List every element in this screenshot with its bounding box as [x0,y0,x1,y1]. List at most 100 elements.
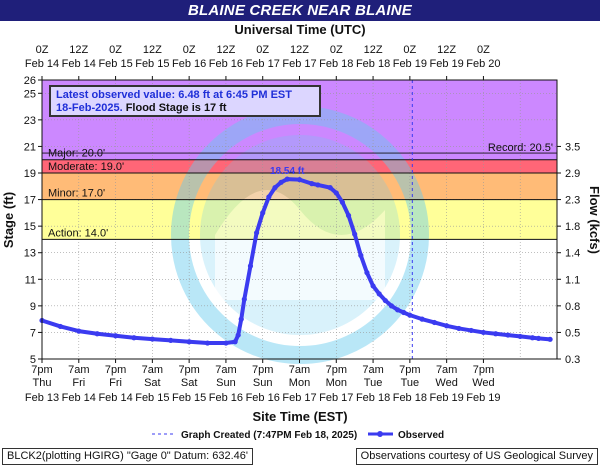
x-tick-time: 7pm [252,364,273,376]
observed-point [296,177,303,183]
top-tick-date: Feb 17 [246,58,280,70]
observed-point [431,319,437,326]
threshold-lines: Major: 20.0'Moderate: 19.0' Minor: 17.0' A… [42,80,557,359]
observed-point [419,316,425,322]
observed-point [401,309,407,316]
observed-point [94,331,100,337]
y-tick-label: 26 [24,75,36,87]
observed-point [238,316,244,322]
x-tick-date: Feb 13 [25,392,59,404]
top-tick-time: 0Z [109,44,122,56]
observed-point [388,303,395,309]
observed-point [536,335,542,342]
y-tick-label: 9 [30,301,36,313]
x-tick-date: Feb 19 [466,392,500,404]
x-tick-day: Sun [253,377,273,389]
x-tick-date: Feb 18 [356,392,390,404]
x-tick-time: 7pm [399,364,420,376]
y2-tick-label: 0.5 [565,327,580,339]
bottom-axis-title: Site Time (EST) [252,409,347,424]
observed-point [309,181,315,187]
x-tick-day: Thu [33,377,52,389]
y2-tick-label: 2.9 [565,168,580,180]
observed-point [57,323,63,330]
x-tick-day: Tue [364,377,383,389]
x-tick-time: 7pm [473,364,494,376]
right-axis-title: Flow (kcfs) [587,186,600,254]
top-tick-date: Feb 15 [135,58,169,70]
observed-point [131,335,137,341]
top-tick-date: Feb 14 [62,58,96,70]
y-tick-label: 15 [24,221,36,233]
y2-tick-label: 0.3 [565,354,580,366]
observed-point [204,340,211,346]
observed-point [333,190,339,196]
threshold-label-major: Major: 20.0' [48,148,105,160]
top-tick-date: Feb 16 [209,58,243,70]
x-tick-date: Feb 15 [135,392,169,404]
observed-point [505,332,511,338]
observed-point [480,329,487,336]
left-axis-title: Stage (ft) [1,192,16,248]
observed-point [253,230,260,236]
band-moderate [42,159,557,173]
noaa-watermark [171,106,429,364]
observed-point [407,312,413,318]
peak-label: 18.54 ft [270,166,305,177]
latest-value-line2: 18-Feb-2025. Flood Stage is 17 ft [56,102,314,115]
observed-point [327,185,333,191]
observed-point [112,333,119,339]
top-tick-time: 0Z [403,44,416,56]
datum-footer: BLCK2(plotting HGIRG) "Gage 0" Datum: 63… [2,448,254,465]
top-tick-time: 12Z [364,44,383,56]
x-tick-date: Feb 16 [209,392,243,404]
top-tick-date: Feb 18 [319,58,353,70]
observed-point [352,231,358,237]
top-tick-time: 12Z [216,44,235,56]
observed-point [278,179,284,185]
top-tick-time: 0Z [256,44,269,56]
x-tick-day: Mon [326,377,347,389]
observed-point [370,283,376,289]
x-tick-date: Feb 19 [430,392,464,404]
x-tick-day: Sat [181,377,198,389]
threshold-label-action: Action: 14.0' [48,227,108,239]
observed-point [529,335,536,341]
observed-point [345,212,352,219]
latest-value-box: Latest observed value: 6.48 ft at 6:45 P… [49,85,321,117]
observed-point [376,291,382,297]
x-tick-date: Feb 15 [172,392,206,404]
observed-point [364,270,370,276]
x-tick-time: 7pm [178,364,199,376]
observed-point [272,185,278,191]
observed-point [223,340,229,346]
y-tick-label: 13 [24,248,36,260]
x-tick-date: Feb 18 [393,392,427,404]
x-tick-time: 7am [289,364,310,376]
y-tick-label: 5 [30,354,36,366]
observed-point [315,182,321,188]
x-tick-date: Feb 14 [98,392,132,404]
chart-title: BLAINE CREEK NEAR BLAINE [0,0,600,21]
observed-point [247,263,254,269]
top-tick-date: Feb 15 [98,58,132,70]
observed-point [260,210,266,216]
observed-point [517,333,523,340]
y2-tick-label: 1.4 [565,248,580,260]
top-tick-time: 12Z [437,44,456,56]
x-tick-date: Feb 16 [246,392,280,404]
observed-point [149,336,155,342]
y2-tick-label: 3.5 [565,141,580,153]
observed-point [358,252,364,258]
top-tick-date: Feb 19 [430,58,464,70]
x-tick-date: Feb 17 [282,392,316,404]
y2-tick-label: 1.8 [565,221,580,233]
x-tick-time: 7pm [326,364,347,376]
top-tick-time: 0Z [330,44,343,56]
observed-point [493,331,499,337]
y-tick-label: 23 [24,115,36,127]
observed-point [468,327,474,334]
y-tick-label: 7 [30,327,36,339]
y2-tick-label: 0.8 [565,301,580,313]
